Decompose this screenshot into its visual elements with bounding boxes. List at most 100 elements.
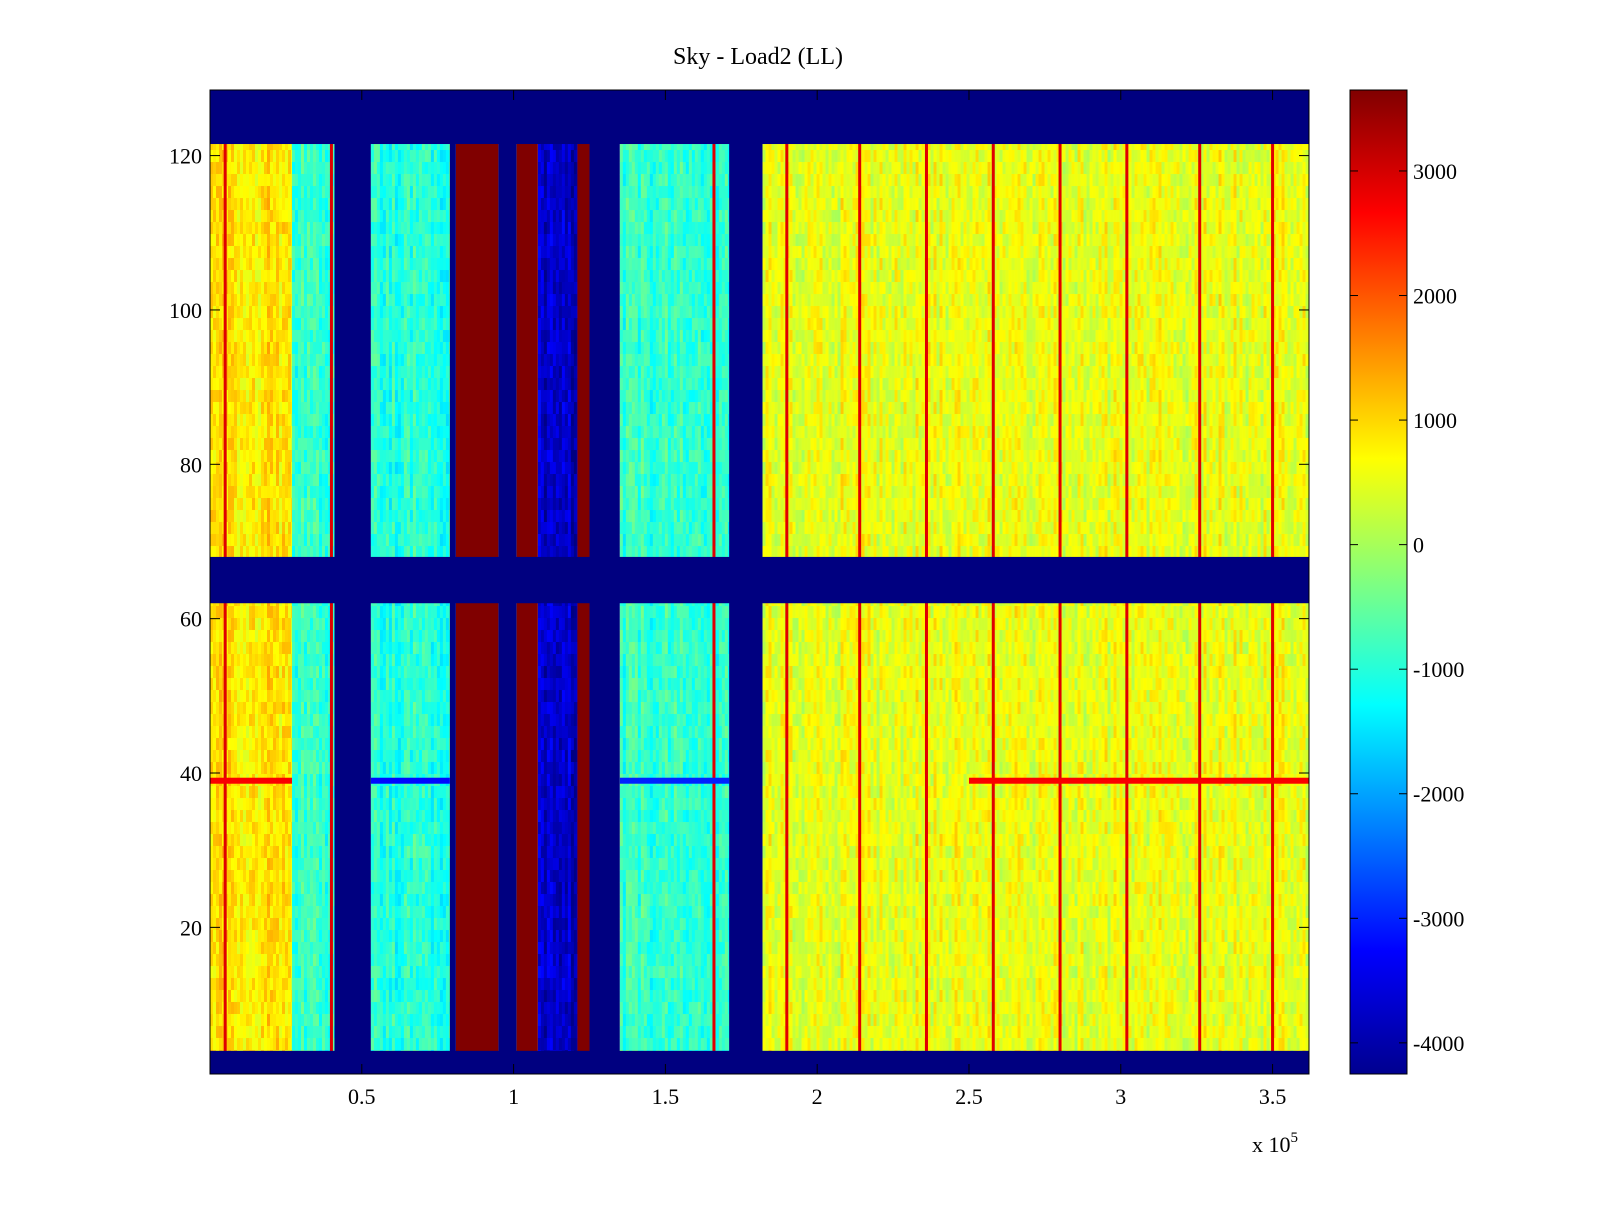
heatmap-cell [273,198,276,210]
heatmap-cell [288,486,291,498]
heatmap-cell [270,666,273,678]
heatmap-cell [219,858,222,870]
heatmap-cell [234,918,237,930]
heatmap-cell [325,810,328,822]
heatmap-cell [374,546,377,558]
heatmap-cell [234,174,237,186]
heatmap-cell [261,1002,264,1014]
heatmap-cell [325,210,328,222]
heatmap-cell [310,666,313,678]
heatmap-cell [419,174,422,186]
heatmap-cell [237,882,240,894]
heatmap-cell [325,654,328,666]
heatmap-cell [282,210,285,222]
heatmap-cell [295,234,298,246]
heatmap-cell [252,534,255,546]
heatmap-cell [407,1038,410,1050]
heatmap-cell [292,978,295,990]
heatmap-cell [319,246,322,258]
heatmap-cell [374,390,377,402]
heatmap-cell [380,606,383,618]
heatmap-cell [273,978,276,990]
heatmap-cell [374,510,377,522]
heatmap-cell [319,1002,322,1014]
heatmap-cell [231,534,234,546]
heatmap-cell [292,234,295,246]
heatmap-cell [288,654,291,666]
heatmap-cell [301,690,304,702]
heatmap-cell [264,678,267,690]
heatmap-cell [310,462,313,474]
heatmap-cell [407,1014,410,1026]
heatmap-cell [279,606,282,618]
heatmap-cell [413,510,416,522]
heatmap-cell [310,882,313,894]
heatmap-cell [416,210,419,222]
heatmap-cell [264,234,267,246]
heatmap-cell [380,210,383,222]
heatmap-cell [298,402,301,414]
heatmap-cell [401,822,404,834]
heatmap-cell [234,822,237,834]
heatmap-cell [316,402,319,414]
heatmap-cell [264,834,267,846]
heatmap-cell [270,282,273,294]
heatmap-cell [295,618,298,630]
heatmap-cell [231,846,234,858]
heatmap-cell [319,846,322,858]
heatmap-cell [316,258,319,270]
heatmap-cell [371,690,374,702]
heatmap-cell [237,1038,240,1050]
heatmap-cell [295,894,298,906]
heatmap-cell [219,642,222,654]
heatmap-cell [377,174,380,186]
heatmap-cell [319,462,322,474]
heatmap-cell [273,726,276,738]
heatmap-cell [288,798,291,810]
heatmap-cell [301,150,304,162]
heatmap-cell [298,834,301,846]
heatmap-cell [407,246,410,258]
heatmap-cell [304,210,307,222]
heatmap-cell [237,606,240,618]
heatmap-cell [386,522,389,534]
heatmap-cell [407,690,410,702]
heatmap-cell [313,654,316,666]
heatmap-cell [261,390,264,402]
heatmap-cell [219,414,222,426]
heatmap-cell [249,186,252,198]
heatmap-cell [301,1038,304,1050]
heatmap-cell [404,870,407,882]
heatmap-cell [304,462,307,474]
heatmap-cell [258,342,261,354]
heatmap-cell [401,666,404,678]
heatmap-cell [380,1014,383,1026]
heatmap-cell [279,702,282,714]
heatmap-cell [319,438,322,450]
heatmap-cell [389,870,392,882]
heatmap-cell [413,546,416,558]
heatmap-cell [404,366,407,378]
heatmap-cell [246,858,249,870]
heatmap-cell [234,990,237,1002]
heatmap-cell [255,510,258,522]
heatmap-cell [228,966,231,978]
heatmap-cell [295,198,298,210]
heatmap-cell [319,966,322,978]
heatmap-cell [304,474,307,486]
heatmap-cell [404,654,407,666]
heatmap-cell [307,822,310,834]
heatmap-cell [410,354,413,366]
heatmap-cell [258,642,261,654]
heatmap-cell [295,378,298,390]
heatmap-cell [313,930,316,942]
heatmap-cell [264,486,267,498]
heatmap-cell [401,930,404,942]
heatmap-cell [304,882,307,894]
heatmap-cell [231,402,234,414]
heatmap-cell [377,402,380,414]
heatmap-cell [298,510,301,522]
heatmap-cell [240,858,243,870]
heatmap-cell [267,618,270,630]
heatmap-cell [228,174,231,186]
